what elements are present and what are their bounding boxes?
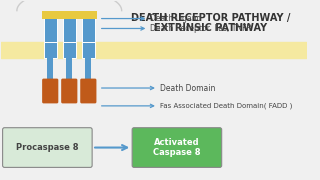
Text: Procaspase 8: Procaspase 8 (16, 143, 79, 152)
Text: Fas Associated Death Domain( FADD ): Fas Associated Death Domain( FADD ) (160, 103, 292, 109)
FancyBboxPatch shape (61, 79, 77, 103)
Text: Death Ligand: Death Ligand (150, 14, 202, 23)
Bar (85, 58, 91, 80)
Text: Death Receptor  Fas, TNFR: Death Receptor Fas, TNFR (150, 24, 252, 33)
Bar (82, 42, 95, 58)
FancyBboxPatch shape (3, 128, 92, 167)
Bar (47, 58, 53, 80)
Text: DEATH RECEPTOR PATHWAY /: DEATH RECEPTOR PATHWAY / (131, 13, 290, 23)
Bar (44, 42, 57, 58)
Text: Death Domain: Death Domain (160, 84, 215, 93)
Bar (82, 15, 95, 42)
FancyBboxPatch shape (132, 128, 222, 167)
Bar (63, 42, 76, 58)
Text: Activated
Caspase 8: Activated Caspase 8 (153, 138, 201, 157)
Bar (67, 58, 72, 80)
Text: EXTRINSIC PATHWAY: EXTRINSIC PATHWAY (154, 22, 267, 33)
Bar (42, 11, 97, 19)
Bar (63, 15, 76, 42)
Bar (44, 15, 57, 42)
FancyBboxPatch shape (80, 79, 96, 103)
FancyBboxPatch shape (42, 79, 58, 103)
